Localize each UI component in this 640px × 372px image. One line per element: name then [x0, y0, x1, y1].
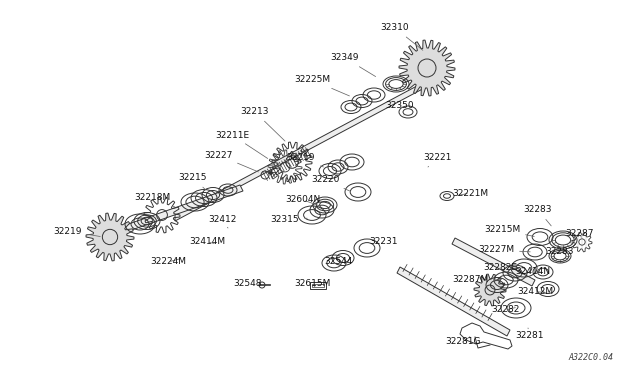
Text: 32211E: 32211E	[215, 131, 268, 158]
Text: 32349: 32349	[331, 54, 376, 77]
Text: 32219: 32219	[287, 154, 323, 167]
Text: 32227: 32227	[204, 151, 259, 172]
Text: 32310: 32310	[381, 23, 423, 50]
Polygon shape	[452, 238, 535, 286]
Text: 32615M: 32615M	[294, 279, 330, 288]
Text: 32227M: 32227M	[478, 246, 530, 254]
Text: 32350: 32350	[386, 100, 414, 115]
Text: 32219: 32219	[54, 227, 100, 237]
Text: 32412: 32412	[208, 215, 236, 228]
Bar	[312, 284, 324, 287]
Text: 32215: 32215	[179, 173, 207, 190]
Text: A322C0.04: A322C0.04	[568, 353, 613, 362]
Text: 32604N: 32604N	[285, 196, 321, 206]
Text: 32283: 32283	[524, 205, 552, 226]
Bar	[310, 282, 326, 289]
Text: 32282E: 32282E	[483, 263, 524, 273]
Text: 32283: 32283	[546, 247, 574, 257]
Text: 32231: 32231	[370, 237, 398, 250]
Polygon shape	[175, 79, 430, 221]
Text: 32414M: 32414M	[189, 237, 225, 247]
Text: 32287M: 32287M	[452, 276, 500, 285]
Polygon shape	[397, 267, 510, 336]
Text: 32412M: 32412M	[517, 288, 553, 296]
Text: 32225M: 32225M	[294, 76, 349, 96]
Text: 32220: 32220	[311, 176, 349, 191]
Text: 32224M: 32224M	[150, 257, 186, 266]
Text: 32281G: 32281G	[445, 337, 481, 346]
Text: 32287: 32287	[566, 228, 595, 237]
Polygon shape	[474, 274, 506, 306]
Text: 32221: 32221	[423, 153, 451, 167]
Text: 32548: 32548	[234, 279, 268, 288]
Text: 32281: 32281	[516, 328, 544, 340]
Polygon shape	[100, 185, 243, 240]
Text: 32315: 32315	[271, 215, 307, 224]
Polygon shape	[86, 213, 134, 261]
Circle shape	[269, 171, 273, 174]
Text: 32282: 32282	[491, 305, 519, 314]
Text: 32218M: 32218M	[134, 193, 175, 207]
Text: 32213: 32213	[241, 108, 285, 141]
Text: 32221M: 32221M	[452, 189, 488, 198]
Text: 32414N: 32414N	[515, 267, 550, 276]
Polygon shape	[399, 40, 455, 96]
Text: 32544: 32544	[324, 257, 352, 266]
Text: 32215M: 32215M	[484, 225, 534, 237]
